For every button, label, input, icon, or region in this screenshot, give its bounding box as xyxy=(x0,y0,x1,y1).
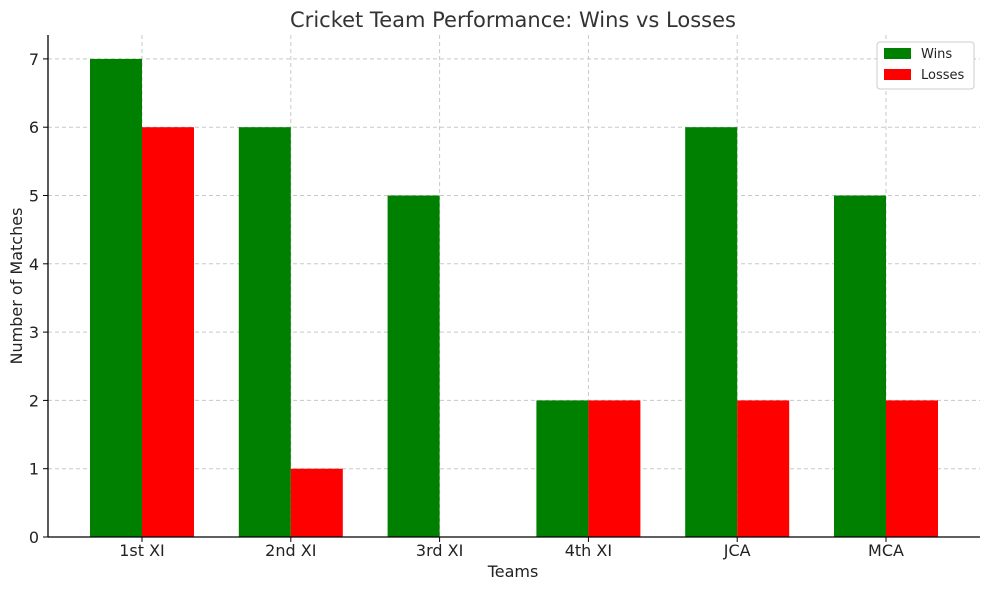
bar-losses-1st-xi xyxy=(142,127,194,538)
bar-losses-mca xyxy=(886,400,938,537)
bar-losses-2nd-xi xyxy=(290,468,343,537)
chart-title: Cricket Team Performance: Wins vs Losses xyxy=(290,8,736,32)
x-tick-label: 3rd XI xyxy=(416,541,463,560)
axes xyxy=(47,35,980,538)
bar-wins-jca xyxy=(685,127,738,538)
y-tick-label: 3 xyxy=(29,323,39,342)
legend-swatch-losses xyxy=(884,69,911,80)
bar-wins-4th-xi xyxy=(536,400,589,537)
legend-label-wins: Wins xyxy=(921,47,952,62)
y-tick-label: 1 xyxy=(29,460,39,479)
y-tick-label: 0 xyxy=(29,528,39,547)
x-tick-label: MCA xyxy=(868,541,904,560)
legend-label-losses: Losses xyxy=(921,68,965,83)
y-tick-label: 4 xyxy=(29,255,39,274)
x-axis-title: Teams xyxy=(487,562,539,581)
grid xyxy=(48,35,980,537)
bars xyxy=(90,58,938,538)
x-tick-label: JCA xyxy=(723,541,751,560)
x-tick-label: 4th XI xyxy=(565,541,612,560)
y-tick-label: 2 xyxy=(29,391,39,410)
bar-wins-mca xyxy=(834,195,886,537)
y-tick-label: 7 xyxy=(29,50,39,69)
bar-losses-jca xyxy=(737,400,790,537)
bar-wins-2nd-xi xyxy=(238,127,291,538)
y-axis-title: Number of Matches xyxy=(7,208,26,365)
bar-losses-4th-xi xyxy=(588,400,641,537)
bar-wins-1st-xi xyxy=(90,58,142,538)
legend-swatch-wins xyxy=(884,48,911,59)
legend: Wins Losses xyxy=(876,41,975,90)
bar-wins-3rd-xi xyxy=(387,195,440,537)
x-tick-label: 1st XI xyxy=(119,541,165,560)
ticks: 0 1 2 3 4 5 6 7 1st XI 2nd XI 3rd XI 4th XI JCA MCA xyxy=(29,50,904,560)
y-tick-label: 6 xyxy=(29,118,39,137)
y-tick-label: 5 xyxy=(29,187,39,206)
x-tick-label: 2nd XI xyxy=(265,541,316,560)
